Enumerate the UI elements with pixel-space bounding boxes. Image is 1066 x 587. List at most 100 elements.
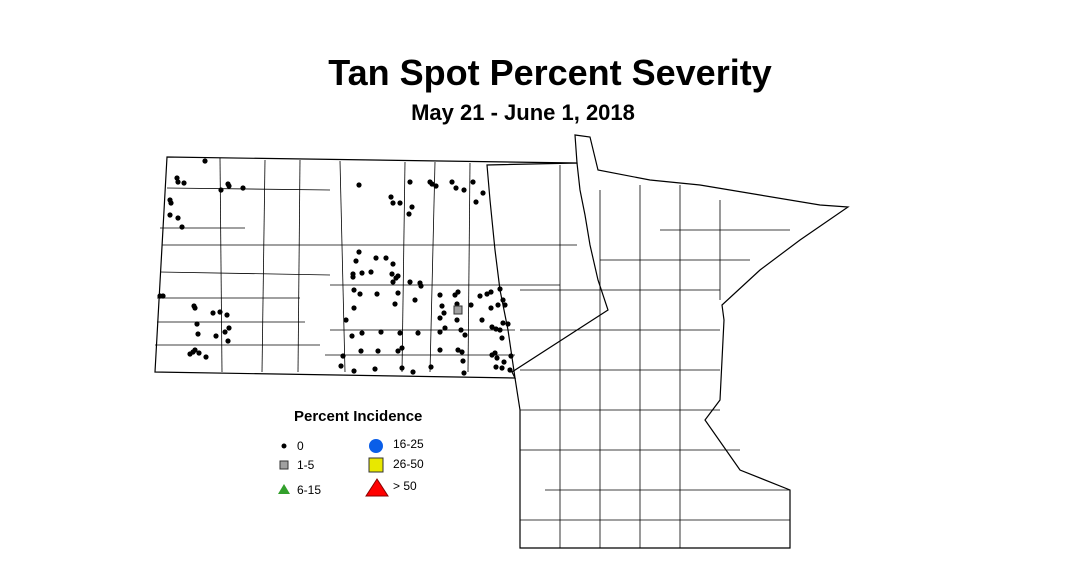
observation-point-0 — [461, 187, 467, 193]
minnesota-outline — [486, 134, 850, 549]
observation-point-0 — [175, 215, 181, 221]
observation-point-0 — [372, 366, 378, 372]
observation-point-0 — [412, 297, 418, 303]
observation-point-0 — [192, 347, 198, 353]
observation-point-0 — [349, 333, 355, 339]
observation-point-0 — [388, 194, 394, 200]
observation-point-0 — [455, 289, 461, 295]
observation-point-0 — [195, 331, 201, 337]
observation-point-0 — [383, 255, 389, 261]
legend-title: Percent Incidence — [294, 408, 423, 425]
observation-point-0 — [240, 185, 246, 191]
observation-point-0 — [442, 325, 448, 331]
observation-point-0 — [167, 212, 173, 218]
observation-point-0 — [351, 287, 357, 293]
observation-point-0 — [499, 365, 505, 371]
observation-point-0 — [497, 286, 503, 292]
legend-label-26-50: 26-50 — [393, 457, 424, 471]
observation-points — [157, 158, 514, 376]
observation-point-0 — [210, 310, 216, 316]
observation-point-0 — [407, 279, 413, 285]
observation-point-0 — [174, 175, 180, 181]
legend-label-1-5: 1-5 — [297, 458, 315, 472]
observation-point-0 — [410, 369, 416, 375]
observation-point-0 — [428, 364, 434, 370]
observation-point-0 — [399, 365, 405, 371]
county-boundary — [166, 187, 331, 191]
observation-point-0 — [429, 181, 435, 187]
observation-point-0 — [397, 200, 403, 206]
observation-point-0 — [203, 354, 209, 360]
observation-point-0 — [353, 258, 359, 264]
observation-point-0 — [437, 292, 443, 298]
observation-point-0 — [407, 179, 413, 185]
observation-point-0 — [479, 317, 485, 323]
observation-point-0 — [390, 200, 396, 206]
observation-point-0 — [409, 204, 415, 210]
observation-point-0 — [222, 329, 228, 335]
observation-point-0 — [439, 303, 445, 309]
observation-point-0 — [453, 185, 459, 191]
observation-point-0 — [225, 338, 231, 344]
observation-point-0 — [502, 302, 508, 308]
legend-red-triangle-symbol — [365, 478, 389, 497]
county-boundary — [219, 157, 223, 373]
observation-point-0 — [358, 348, 364, 354]
observation-point-0 — [495, 302, 501, 308]
observation-point-0 — [454, 317, 460, 323]
observation-point-0 — [375, 348, 381, 354]
observation-point-0 — [454, 301, 460, 307]
observation-point-0 — [356, 182, 362, 188]
observation-point-0 — [397, 330, 403, 336]
observation-point-0 — [359, 270, 365, 276]
observation-point-0 — [192, 305, 198, 311]
observation-point-0 — [217, 309, 223, 315]
legend-label-0: 0 — [297, 439, 304, 453]
observation-point-0 — [415, 330, 421, 336]
county-lines — [155, 157, 790, 548]
observation-point-0 — [500, 320, 506, 326]
observation-point-0 — [493, 326, 499, 332]
county-boundary — [467, 162, 471, 373]
observation-point-0 — [458, 327, 464, 333]
observation-point-0 — [455, 347, 461, 353]
county-boundary — [261, 159, 266, 373]
observation-point-0 — [194, 321, 200, 327]
observation-point-0 — [499, 335, 505, 341]
observation-point-0 — [461, 370, 467, 376]
county-boundary — [401, 161, 406, 373]
observation-point-0 — [406, 211, 412, 217]
observation-point-0 — [395, 348, 401, 354]
legend-label-16-25: 16-25 — [393, 437, 424, 451]
observation-point-0 — [492, 350, 498, 356]
observation-point-0 — [470, 179, 476, 185]
legend-yellow-square-symbol — [368, 457, 384, 473]
observation-point-0 — [351, 368, 357, 374]
observation-point-0 — [213, 333, 219, 339]
observation-point-0 — [484, 291, 490, 297]
observation-point-0 — [340, 353, 346, 359]
county-boundary — [297, 159, 301, 373]
observation-point-0 — [500, 297, 506, 303]
observation-point-0 — [181, 180, 187, 186]
observation-point-0 — [374, 291, 380, 297]
observation-point-0 — [343, 317, 349, 323]
observation-point-0 — [494, 355, 500, 361]
observation-point-0 — [356, 249, 362, 255]
observation-point-0 — [441, 310, 447, 316]
observation-point-0 — [175, 179, 181, 185]
observation-point-0 — [497, 327, 503, 333]
observation-point-0 — [477, 293, 483, 299]
observation-point-0 — [359, 330, 365, 336]
observation-point-0 — [350, 274, 356, 280]
observation-point-0 — [460, 358, 466, 364]
observation-point-0 — [390, 261, 396, 267]
observation-point-0 — [489, 324, 495, 330]
county-boundary — [339, 160, 346, 373]
county-boundary — [429, 161, 436, 373]
observation-point-0 — [168, 200, 174, 206]
observation-point-0 — [157, 293, 163, 299]
observation-point-0 — [449, 179, 455, 185]
